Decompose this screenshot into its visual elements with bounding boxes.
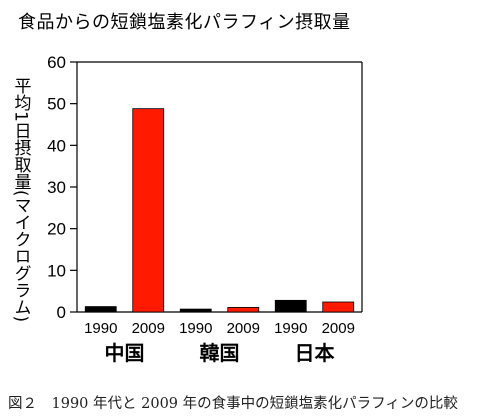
x-tick-label: 1990 [84,320,117,337]
group-label: 中国 [105,341,145,365]
x-tick-label: 2009 [227,320,260,337]
bar-中国-2009 [132,108,165,313]
x-axis-labels: 1990 2009 中国 1990 2009 韓国 1990 2009 日本 [84,320,355,365]
bars [84,108,355,313]
y-tick-label: 60 [47,53,66,72]
chart-title: 食品からの短鎖塩素化パラフィン摂取量 [18,12,351,33]
y-tick-label: 0 [57,303,66,322]
bar-韓国-1990 [179,308,212,313]
bar-中国-1990 [84,306,117,313]
bar-日本-2009 [322,301,355,313]
x-tick-label: 1990 [274,320,307,337]
y-axis: 0 10 20 30 40 50 60 [47,53,363,322]
bar-韓国-2009 [227,307,260,313]
x-tick-label: 2009 [322,320,355,337]
figure-caption: 図２ 1990 年代と 2009 年の食事中の短鎖塩素化パラフィンの比較 [8,396,458,412]
y-tick-label: 10 [47,261,66,280]
y-tick-label: 20 [47,220,66,239]
bar-日本-1990 [274,299,307,313]
y-axis-label: 平均1日摂取量(マイクログラム) [10,77,31,323]
group-label: 日本 [295,341,335,365]
y-axis-label-box: 平均1日摂取量(マイクログラム) [10,65,32,335]
group-label: 韓国 [200,341,240,365]
y-tick-label: 50 [47,95,66,114]
x-tick-label: 1990 [179,320,212,337]
y-tick-label: 30 [47,178,66,197]
x-tick-label: 2009 [132,320,165,337]
y-tick-label: 40 [47,136,66,155]
bar-chart: 0 10 20 30 40 50 60 1990 2009 中国 1990 2009 韓国 1990 20… [47,53,363,365]
